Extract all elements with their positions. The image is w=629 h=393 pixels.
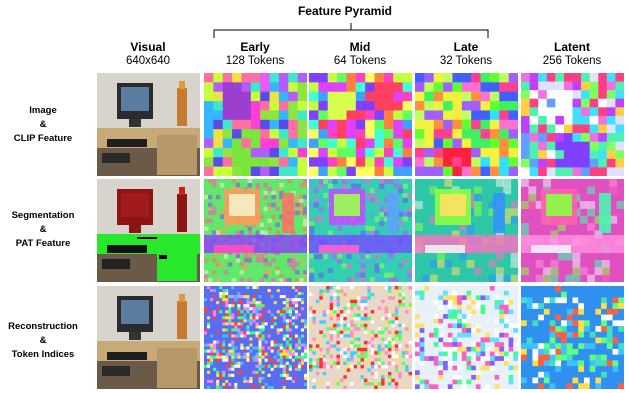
row-label-line: CLIP Feature [13,133,73,144]
column-header-mid: Mid 64 Tokens [314,40,406,68]
image-latent-cell [521,73,624,176]
row-label-line: & [39,119,47,130]
image-early-cell [204,73,307,176]
column-subtitle: 32 Tokens [439,55,493,67]
row-label-segmentation: Segmentation & PAT Feature [0,209,86,251]
column-title: Late [453,40,479,54]
segmentation-mid-cell [309,179,412,282]
row-label-line: Segmentation [11,210,75,221]
column-header-visual: Visual 640x640 [102,40,194,68]
column-subtitle: 256 Tokens [542,55,602,67]
column-header-latent: Latent 256 Tokens [526,40,618,68]
segmentation-early-cell [204,179,307,282]
feature-pyramid-title: Feature Pyramid [297,4,393,18]
row-label-line: & [39,335,47,346]
column-title: Early [240,40,270,54]
column-title: Visual [130,40,166,54]
reconstruction-early-cell [204,286,307,389]
reconstruction-visual-cell [97,286,200,389]
column-subtitle: 640x640 [125,55,171,67]
row-label-image: Image & CLIP Feature [0,104,86,146]
column-header-early: Early 128 Tokens [209,40,301,68]
column-title: Latent [554,40,590,54]
column-header-late: Late 32 Tokens [420,40,512,68]
row-label-line: Token Indices [11,349,75,360]
row-label-line: & [39,224,47,235]
reconstruction-latent-cell [521,286,624,389]
segmentation-latent-cell [521,179,624,282]
row-label-line: Reconstruction [8,321,78,332]
column-subtitle: 128 Tokens [225,55,285,67]
image-visual-cell [97,73,200,176]
segmentation-visual-cell [97,179,200,282]
reconstruction-mid-cell [309,286,412,389]
image-late-cell [415,73,518,176]
image-mid-cell [309,73,412,176]
segmentation-late-cell [415,179,518,282]
column-title: Mid [349,40,371,54]
reconstruction-late-cell [415,286,518,389]
feature-pyramid-bracket [213,23,489,38]
column-subtitle: 64 Tokens [333,55,387,67]
row-label-line: Image [29,105,57,116]
row-label-line: PAT Feature [15,238,71,249]
row-label-reconstruction: Reconstruction & Token Indices [0,320,86,362]
